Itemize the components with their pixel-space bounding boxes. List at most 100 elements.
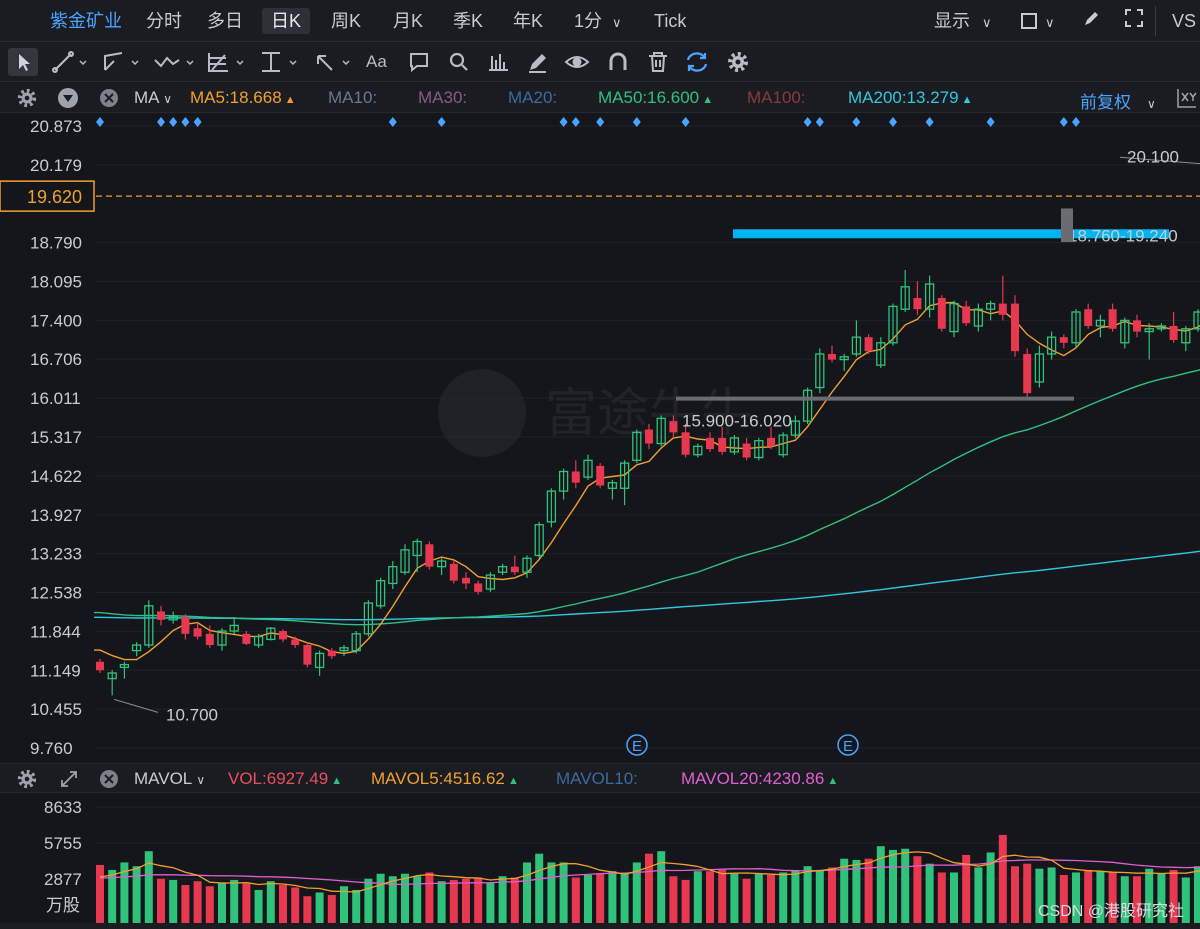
volume-bar[interactable]	[913, 856, 922, 929]
candlestick[interactable]	[144, 600, 154, 648]
candlestick[interactable]	[449, 561, 458, 584]
volume-bar[interactable]	[803, 866, 812, 929]
candlestick[interactable]	[546, 488, 557, 528]
volume-bar[interactable]	[1023, 863, 1032, 929]
candlestick[interactable]	[973, 303, 984, 332]
eye-icon[interactable]	[564, 50, 590, 74]
diamond-marker[interactable]	[925, 117, 934, 127]
volume-bar[interactable]	[937, 872, 946, 929]
candlestick[interactable]	[607, 479, 618, 500]
brush-icon[interactable]	[526, 50, 550, 74]
volume-bar[interactable]	[986, 852, 995, 929]
candlestick[interactable]	[351, 631, 361, 654]
candlestick[interactable]	[291, 636, 300, 648]
volume-bar[interactable]	[925, 863, 934, 929]
cursor-icon[interactable]	[8, 48, 38, 76]
volume-bar[interactable]	[144, 851, 153, 929]
candlestick[interactable]	[266, 627, 276, 641]
diamond-marker[interactable]	[596, 117, 605, 127]
fib-tool-icon[interactable]	[206, 50, 248, 74]
candlestick[interactable]	[425, 541, 434, 570]
candlestick[interactable]	[937, 295, 946, 332]
candlestick[interactable]	[1059, 334, 1068, 349]
candlestick[interactable]	[742, 437, 751, 461]
candlestick[interactable]	[1133, 314, 1141, 338]
comment-icon[interactable]	[407, 50, 431, 74]
volume-bar[interactable]	[998, 834, 1007, 929]
volume-bar[interactable]	[157, 878, 165, 929]
volume-bar[interactable]	[1169, 869, 1178, 929]
candlestick[interactable]	[462, 572, 470, 590]
candlestick[interactable]	[619, 460, 630, 506]
axis-toggle-icon[interactable]	[1176, 87, 1198, 114]
candlestick[interactable]	[242, 631, 251, 646]
candlestick[interactable]	[253, 633, 264, 648]
volume-bar[interactable]	[108, 869, 117, 929]
candlestick[interactable]	[1011, 295, 1019, 357]
ma-indicator-select[interactable]: MA ∨	[134, 88, 172, 108]
volume-bar[interactable]	[437, 881, 446, 929]
volume-bar[interactable]	[852, 859, 861, 929]
candlestick[interactable]	[571, 460, 580, 489]
candlestick[interactable]	[839, 353, 849, 371]
diamond-marker[interactable]	[169, 117, 178, 127]
volume-bar[interactable]	[620, 873, 629, 929]
volume-indicator-select[interactable]: MAVOL ∨	[134, 769, 205, 789]
display-menu[interactable]: 显示 ∨	[930, 8, 996, 34]
volume-bar[interactable]	[315, 892, 324, 929]
volume-bar[interactable]	[352, 889, 361, 929]
candlestick[interactable]	[1084, 303, 1093, 329]
volume-bar[interactable]	[791, 869, 800, 929]
candlestick[interactable]	[510, 555, 519, 576]
volume-bar[interactable]	[608, 871, 617, 929]
candlestick[interactable]	[131, 642, 142, 657]
candlestick[interactable]	[778, 432, 788, 458]
candlestick[interactable]	[632, 429, 642, 464]
volume-bar[interactable]	[205, 886, 214, 929]
candlestick[interactable]	[1071, 309, 1081, 349]
line-tool-icon[interactable]	[52, 50, 88, 74]
candlestick[interactable]	[985, 300, 996, 321]
volume-bar[interactable]	[96, 864, 104, 929]
volume-bar[interactable]	[1108, 872, 1117, 929]
candlestick[interactable]	[1120, 317, 1130, 349]
candlestick[interactable]	[474, 580, 483, 595]
volume-bar[interactable]	[340, 886, 348, 929]
tab-yearly-k[interactable]: 年K	[513, 11, 544, 31]
volume-bar[interactable]	[1011, 866, 1019, 929]
candlestick[interactable]	[1144, 323, 1154, 360]
volume-bar[interactable]	[974, 867, 983, 929]
candlestick[interactable]	[119, 661, 130, 679]
volume-bar[interactable]	[1133, 876, 1141, 929]
candlestick[interactable]	[596, 463, 605, 489]
candlestick[interactable]	[363, 600, 374, 637]
diamond-marker[interactable]	[803, 117, 812, 127]
candlestick[interactable]	[388, 561, 398, 590]
volume-bar[interactable]	[413, 876, 422, 929]
volume-bar[interactable]	[718, 869, 727, 929]
candlestick[interactable]	[168, 611, 178, 624]
candlestick[interactable]	[693, 443, 703, 458]
volume-bar[interactable]	[1157, 873, 1166, 929]
volume-bar[interactable]	[230, 879, 239, 929]
volume-bar[interactable]	[584, 874, 592, 929]
candlestick[interactable]	[436, 558, 447, 576]
candlestick[interactable]	[181, 614, 190, 640]
horizontal-line-icon[interactable]	[259, 50, 301, 74]
volume-bar[interactable]	[193, 881, 202, 929]
tab-quarterly-k[interactable]: 季K	[453, 11, 484, 31]
volume-bar[interactable]	[462, 878, 470, 929]
volume-bar[interactable]	[169, 879, 178, 929]
volume-bar[interactable]	[132, 866, 141, 929]
tab-weekly-k[interactable]: 周K	[331, 11, 362, 31]
volume-bar[interactable]	[693, 871, 702, 929]
volume-bar[interactable]	[535, 853, 544, 929]
vs-compare-button[interactable]: VS	[1172, 11, 1197, 31]
candlestick[interactable]	[279, 629, 287, 643]
candlestick[interactable]	[327, 647, 336, 660]
tab-multi-day[interactable]: 多日	[207, 11, 243, 31]
draw-brush-icon[interactable]	[1078, 8, 1106, 34]
volume-bar[interactable]	[279, 884, 287, 929]
candlestick[interactable]	[1034, 345, 1045, 388]
volume-bar[interactable]	[828, 867, 836, 929]
